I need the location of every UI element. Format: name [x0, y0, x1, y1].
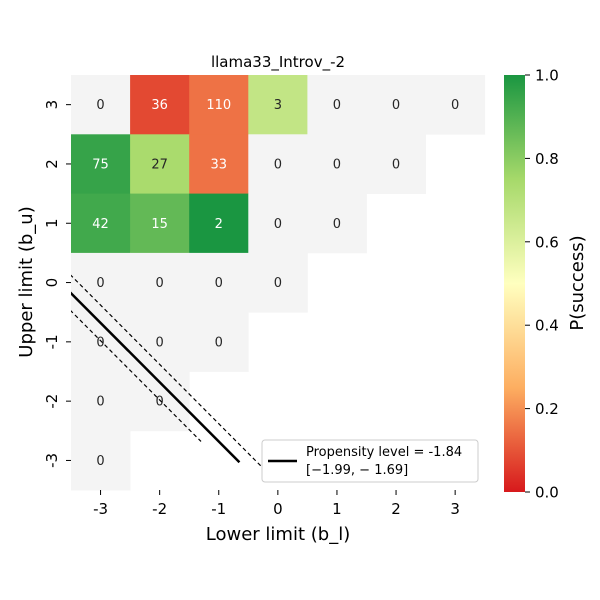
heatmap-cell [189, 75, 249, 135]
x-tick-label: -3 [93, 500, 108, 518]
legend: Propensity level = -1.84 [−1.99, − 1.69] [261, 439, 479, 483]
y-axis-label: Upper limit (b_u) [16, 206, 37, 357]
heatmap-cell [189, 312, 249, 372]
propensity-lines [71, 274, 273, 478]
cell-count-label: 3 [274, 98, 282, 113]
cell-count-label: 0 [333, 217, 341, 232]
colorbar-tick-label: 0.0 [535, 484, 559, 502]
cell-count-label: 0 [156, 335, 164, 350]
cell-count-label: 0 [392, 157, 400, 172]
cell-count-label: 36 [151, 98, 168, 113]
x-tick-label: 2 [391, 500, 401, 518]
heatmap-cell [307, 193, 367, 254]
colorbar-ticks: 0.0 0.2 0.4 0.6 0.8 1.0 [525, 67, 559, 502]
cell-count-label: 0 [274, 157, 282, 172]
cell-count-label: 0 [96, 395, 104, 410]
heatmap-cell [130, 252, 190, 313]
heatmap-cell [189, 193, 249, 254]
cell-count-label: 42 [92, 217, 109, 232]
heatmap-cell [71, 371, 131, 432]
cell-count-label: 75 [92, 157, 109, 172]
heatmap-cell [307, 134, 367, 194]
cell-count-label: 0 [96, 98, 104, 113]
y-axis-label-text: Upper limit (b_u) [16, 206, 37, 357]
cell-count-label: 27 [151, 157, 168, 172]
heatmap-cell [71, 134, 131, 194]
cell-count-label: 0 [274, 276, 282, 291]
heatmap-cell [248, 252, 308, 313]
colorbar-tick-label: 0.8 [535, 150, 559, 168]
y-tick-label: -1 [43, 334, 61, 349]
legend-line2: [−1.99, − 1.69] [306, 463, 408, 478]
heatmap-cell [248, 75, 308, 135]
cell-count-label: 2 [215, 217, 223, 232]
colorbar-tick-label: 0.6 [535, 233, 559, 251]
cell-count-label: 0 [451, 98, 459, 113]
y-tick-label: 0 [43, 278, 61, 288]
heatmap-cell [189, 252, 249, 313]
cell-count-label: 0 [156, 395, 164, 410]
cell-count-label: 0 [156, 276, 164, 291]
heatmap-cell [248, 134, 308, 194]
cell-count-label: 0 [392, 98, 400, 113]
heatmap-cell [71, 193, 131, 254]
heatmap-cell [366, 134, 426, 194]
colorbar-label: P(success) [567, 235, 588, 330]
cell-count-label: 0 [96, 454, 104, 469]
legend-box [261, 439, 479, 483]
cell-count-label: 0 [333, 157, 341, 172]
colorbar-gradient [504, 75, 525, 492]
heatmap-cell [130, 134, 190, 194]
x-axis-label-text: Lower limit (b_l) [206, 524, 350, 545]
x-tick-label: -1 [211, 500, 226, 518]
cell-count-label: 33 [210, 157, 227, 172]
x-tick-label: -2 [152, 500, 167, 518]
cell-count-label: 0 [274, 217, 282, 232]
cell-count-label: 0 [215, 276, 223, 291]
colorbar-tick-label: 0.2 [535, 400, 559, 418]
cell-count-label: 0 [333, 98, 341, 113]
x-tick-labels: -3 -2 -1 0 1 2 3 [93, 490, 460, 518]
cell-count-label: 0 [96, 335, 104, 350]
y-tick-label: 2 [43, 159, 61, 169]
heatmap-cell [71, 430, 131, 491]
heatmap-cell [130, 75, 190, 135]
heatmap-cell [307, 75, 367, 135]
x-axis-label: Lower limit (b_l) [206, 524, 350, 545]
cell-count-label: 110 [206, 98, 231, 113]
legend-line1: Propensity level = -1.84 [306, 445, 462, 460]
heatmap-cell [248, 193, 308, 254]
heatmap-cell [189, 134, 249, 194]
colorbar-tick-label: 1.0 [535, 67, 559, 85]
heatmap-cell [130, 193, 190, 254]
heatmap-cells: 0 36 110 3 0 0 0 75 27 33 0 0 0 42 15 2 0 0 0 0 0 0 0 0 0 0 0 0 [71, 75, 486, 491]
x-tick-label: 0 [273, 500, 283, 518]
propensity-line [71, 291, 241, 464]
y-tick-label: -3 [43, 453, 61, 468]
y-tick-label: -2 [43, 394, 61, 409]
chart-title: llama33_Introv_-2 [211, 53, 345, 72]
cell-count-label: 0 [96, 276, 104, 291]
heatmap-cell [71, 75, 131, 135]
cell-count-label: 0 [215, 335, 223, 350]
colorbar-tick-label: 0.4 [535, 317, 559, 335]
heatmap-cell [425, 75, 486, 135]
y-tick-labels: 3 2 1 0 -1 -2 -3 [43, 100, 71, 468]
cell-count-label: 15 [151, 217, 168, 232]
y-tick-label: 3 [43, 100, 61, 110]
colorbar: 0.0 0.2 0.4 0.6 0.8 1.0 P(success) [504, 67, 588, 502]
x-tick-label: 3 [450, 500, 460, 518]
x-tick-label: 1 [332, 500, 342, 518]
y-tick-label: 1 [43, 218, 61, 228]
heatmap-cell [366, 75, 426, 135]
